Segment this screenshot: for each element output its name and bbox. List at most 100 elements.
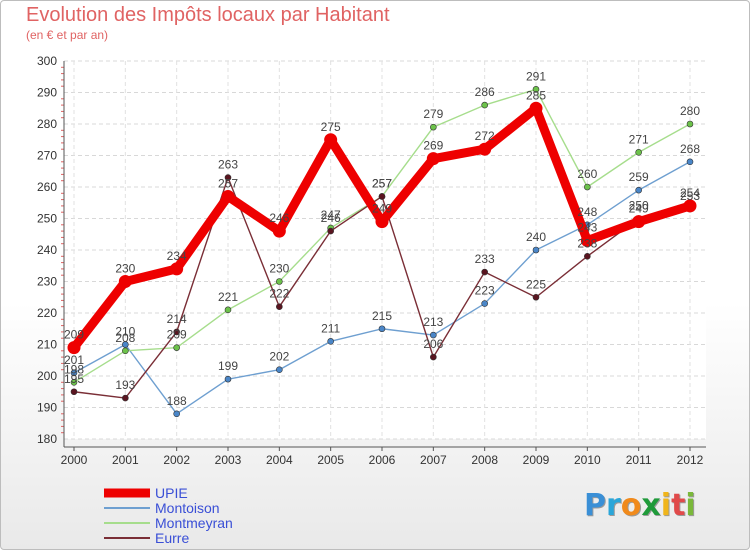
data-point [632, 215, 646, 229]
logo-letter: P [584, 488, 606, 523]
data-label: 210 [115, 325, 135, 339]
x-tick-label: 2001 [112, 453, 139, 467]
data-point [327, 338, 334, 345]
data-point [276, 303, 283, 311]
x-tick-label: 2010 [574, 453, 601, 467]
data-label: 188 [167, 394, 187, 408]
legend-entry: Montoison [155, 500, 220, 516]
logo-letter: t [671, 488, 686, 523]
data-point [173, 328, 180, 336]
x-tick-label: 2003 [215, 453, 242, 467]
x-tick-label: 2000 [61, 453, 88, 467]
data-label: 269 [423, 139, 443, 153]
data-label: 206 [423, 337, 443, 351]
chart-title: Evolution des Impôts locaux par Habitant [26, 4, 390, 26]
data-label: 230 [115, 262, 135, 276]
x-tick-label: 2012 [677, 453, 704, 467]
data-label: 230 [269, 262, 289, 276]
data-point [635, 149, 642, 156]
x-tick-label: 2008 [471, 453, 498, 467]
x-tick-label: 2005 [317, 453, 344, 467]
logo-letter: x [641, 488, 661, 523]
data-point [70, 369, 78, 377]
data-point [67, 341, 81, 355]
data-label: 259 [629, 170, 649, 184]
y-tick-label: 180 [37, 432, 57, 446]
data-label: 279 [423, 107, 443, 121]
data-label: 249 [629, 202, 649, 216]
data-label: 260 [577, 167, 597, 181]
data-point [276, 278, 283, 285]
data-label: 193 [115, 378, 135, 392]
data-label: 211 [321, 321, 340, 335]
data-point [430, 353, 437, 361]
data-label: 275 [321, 120, 341, 134]
y-tick-label: 260 [37, 180, 57, 194]
proxiti-logo: Proxiti [584, 488, 696, 523]
data-point [529, 101, 543, 115]
data-point [70, 378, 78, 386]
data-label: 223 [475, 284, 495, 298]
data-point [224, 306, 232, 314]
data-label: 257 [218, 176, 238, 190]
data-point [481, 300, 488, 307]
data-label: 271 [629, 132, 649, 146]
data-point [584, 183, 591, 191]
y-tick-label: 210 [37, 338, 57, 352]
data-label: 286 [475, 85, 495, 99]
data-point [584, 252, 591, 260]
y-tick-label: 190 [37, 401, 57, 415]
data-point [122, 394, 129, 402]
data-point [580, 234, 594, 248]
data-label: 195 [64, 372, 84, 386]
x-tick-label: 2004 [266, 453, 293, 467]
logo-letter: r [606, 488, 621, 523]
data-point [635, 186, 642, 194]
data-point [272, 224, 286, 238]
y-tick-label: 280 [37, 117, 57, 131]
data-label: 209 [167, 328, 187, 342]
data-label: 221 [218, 290, 238, 304]
data-label: 243 [577, 221, 597, 235]
data-label: 250 [629, 199, 649, 213]
data-label: 280 [680, 104, 700, 118]
data-point [686, 158, 694, 166]
data-label: 238 [577, 236, 597, 250]
data-label: 248 [577, 205, 597, 219]
data-point [170, 262, 184, 276]
data-label: 291 [526, 69, 546, 83]
data-point [327, 227, 334, 235]
data-point [276, 366, 283, 374]
series-montoison [70, 158, 694, 418]
data-label: 272 [475, 129, 495, 143]
series-upie [67, 101, 697, 355]
x-tick-label: 2011 [626, 453, 652, 467]
data-label: 222 [269, 287, 289, 301]
data-label: 213 [423, 315, 443, 329]
data-label: 201 [64, 353, 84, 367]
x-tick-label: 2007 [420, 453, 447, 467]
data-label: 247 [321, 208, 341, 222]
data-label: 254 [680, 186, 700, 200]
data-point [426, 152, 440, 166]
data-point [478, 142, 492, 156]
data-label: 240 [526, 230, 546, 244]
data-label: 234 [167, 249, 187, 263]
chart-subtitle: (en € et par an) [26, 28, 109, 42]
data-label: 199 [218, 359, 238, 373]
y-tick-label: 230 [37, 275, 57, 289]
data-point [532, 246, 540, 254]
data-point [375, 215, 389, 229]
data-point [122, 341, 129, 348]
data-label: 257 [372, 176, 392, 190]
data-label: 253 [680, 189, 700, 203]
data-label: 263 [218, 158, 238, 172]
data-point [481, 268, 488, 276]
legend-entry: Montmeyran [155, 515, 233, 531]
data-point [324, 133, 338, 147]
data-label: 214 [167, 312, 187, 326]
y-tick-label: 200 [37, 369, 57, 383]
data-point [378, 193, 386, 200]
